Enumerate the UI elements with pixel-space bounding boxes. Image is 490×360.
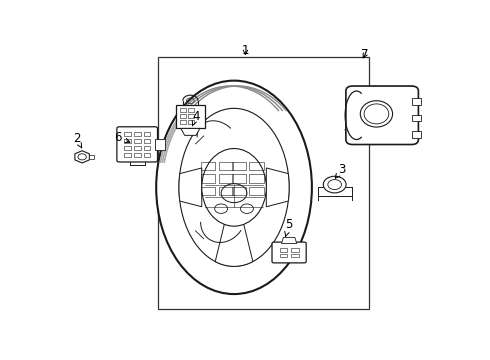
Text: 4: 4 [192, 110, 200, 126]
Bar [291, 253, 298, 257]
Polygon shape [281, 237, 297, 243]
Polygon shape [155, 139, 165, 150]
Polygon shape [179, 168, 202, 207]
Bar [89, 155, 94, 159]
Bar [124, 153, 131, 157]
Bar [124, 139, 131, 143]
Bar [134, 139, 141, 143]
Text: 7: 7 [361, 48, 369, 61]
Bar [188, 108, 194, 112]
Bar [249, 186, 264, 195]
Bar [201, 162, 216, 170]
Bar [144, 132, 150, 136]
Bar [158, 57, 369, 309]
Ellipse shape [179, 108, 289, 266]
Ellipse shape [156, 81, 312, 294]
Ellipse shape [202, 149, 267, 226]
Bar [180, 114, 186, 118]
Bar [219, 174, 233, 183]
Bar [134, 146, 141, 150]
Bar [232, 174, 246, 183]
Bar [249, 174, 264, 183]
Bar [134, 132, 141, 136]
Text: 2: 2 [73, 132, 82, 148]
Bar [219, 162, 233, 170]
Bar [412, 98, 421, 105]
Circle shape [323, 176, 346, 193]
Bar [134, 153, 141, 157]
Bar [124, 132, 131, 136]
Bar [144, 139, 150, 143]
Bar [180, 120, 186, 124]
Bar [280, 248, 287, 252]
Polygon shape [215, 224, 253, 266]
Bar [144, 153, 150, 157]
Polygon shape [75, 151, 89, 163]
Bar [412, 131, 421, 138]
Polygon shape [267, 168, 289, 207]
Bar [249, 162, 264, 170]
Bar [219, 186, 233, 195]
Text: 3: 3 [335, 163, 346, 178]
Ellipse shape [360, 101, 392, 127]
Bar [201, 186, 216, 195]
FancyBboxPatch shape [272, 242, 306, 263]
Text: 1: 1 [242, 44, 249, 57]
Bar [232, 186, 246, 195]
Text: 5: 5 [285, 218, 293, 237]
Bar [180, 108, 186, 112]
Bar [201, 174, 216, 183]
FancyBboxPatch shape [117, 127, 157, 162]
Bar [176, 105, 205, 129]
Bar [188, 120, 194, 124]
Polygon shape [181, 129, 200, 135]
Bar [232, 162, 246, 170]
Bar [124, 146, 131, 150]
FancyBboxPatch shape [346, 86, 418, 144]
Bar [144, 146, 150, 150]
Text: 6: 6 [114, 131, 130, 144]
Bar [291, 248, 298, 252]
Bar [188, 114, 194, 118]
Bar [280, 253, 287, 257]
Bar [412, 115, 421, 121]
